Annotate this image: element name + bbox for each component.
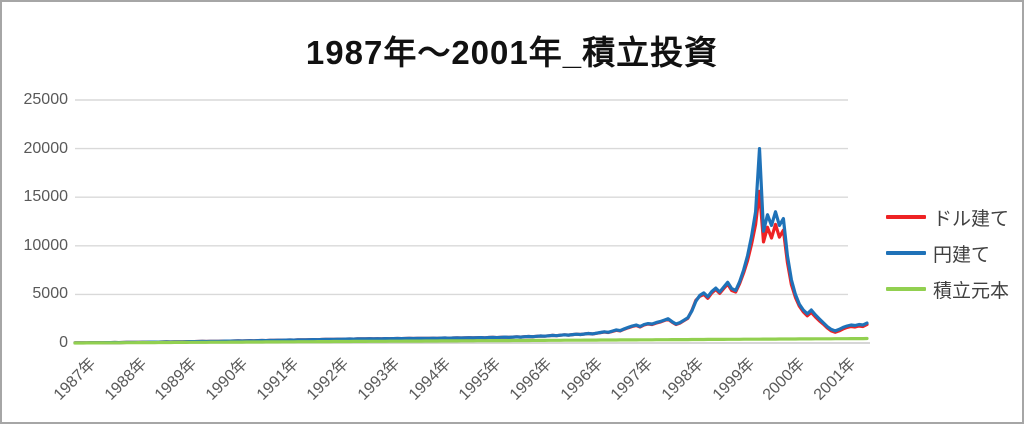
legend-item: 積立元本 [886, 271, 1009, 307]
legend-item: ドル建て [886, 199, 1009, 235]
legend-label: 円建て [933, 244, 991, 266]
chart-title: 1987年～2001年_積立投資 [305, 34, 719, 71]
y-tick-label: 25000 [23, 91, 69, 108]
y-tick-label: 0 [59, 334, 68, 351]
series-line-積立元本 [73, 336, 869, 345]
y-tick-label: 20000 [23, 139, 69, 157]
legend: ドル建て円建て積立元本 [886, 199, 1009, 307]
y-tick-label: 10000 [23, 236, 69, 254]
legend-label: ドル建て [933, 208, 1010, 230]
legend-line-swatch [886, 287, 926, 291]
legend-item: 円建て [886, 235, 1009, 271]
legend-line-swatch [886, 251, 926, 255]
legend-line-swatch [886, 215, 926, 219]
y-tick-label: 5000 [32, 285, 68, 303]
series-line-ドル建て [73, 189, 869, 345]
legend-label: 積立元本 [933, 280, 1010, 302]
y-tick-label: 15000 [23, 188, 69, 206]
